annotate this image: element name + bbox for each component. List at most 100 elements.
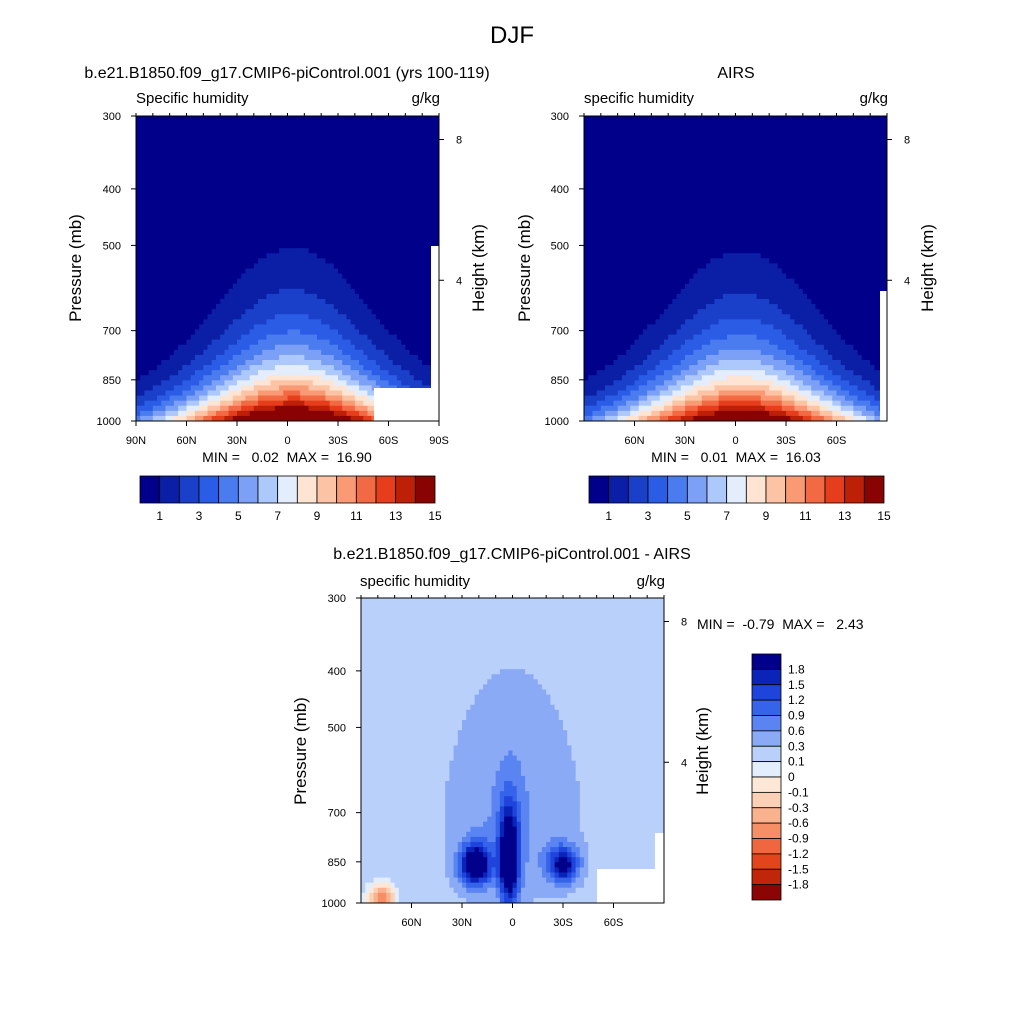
contour-cell: [258, 370, 263, 376]
contour-cell: [584, 136, 589, 143]
contour-cell: [630, 151, 636, 158]
contour-cell: [388, 187, 394, 193]
contour-cell: [434, 217, 439, 224]
contour-cell: [617, 131, 623, 137]
contour-cell: [401, 360, 406, 366]
contour-cell: [350, 253, 356, 259]
contour-cell: [807, 151, 812, 158]
contour-cell: [228, 273, 234, 280]
contour-cell: [270, 248, 276, 254]
contour-cell: [409, 299, 415, 305]
contour-cell: [338, 212, 343, 219]
contour-cell: [413, 268, 419, 275]
contour-cell: [367, 309, 373, 315]
contour-cell: [815, 116, 821, 122]
contour-cell: [392, 370, 398, 376]
contour-cell: [304, 314, 310, 320]
contour-cell: [401, 288, 406, 295]
contour-cell: [392, 324, 398, 331]
contour-cell: [338, 177, 343, 183]
contour-cell: [338, 268, 343, 275]
contour-cell: [249, 344, 255, 351]
contour-cell: [300, 182, 305, 188]
contour-cell: [338, 314, 343, 320]
contour-cell: [760, 146, 766, 153]
contour-cell: [849, 136, 854, 143]
contour-cell: [405, 141, 411, 148]
contour-cell: [211, 324, 217, 331]
contour-cell: [401, 263, 406, 270]
contour-cell: [781, 146, 787, 153]
contour-cell: [287, 410, 293, 417]
contour-cell: [409, 258, 415, 265]
contour-cell: [367, 385, 373, 392]
contour-cell: [152, 278, 158, 285]
contour-cell: [308, 304, 314, 310]
contour-cell: [350, 232, 356, 239]
contour-cell: [316, 212, 322, 219]
contour-cell: [203, 243, 209, 249]
contour-cell: [194, 161, 200, 168]
contour-cell: [224, 314, 230, 320]
colorbar-box: [237, 475, 259, 504]
contour-cell: [743, 126, 749, 132]
contour-cell: [165, 293, 171, 300]
contour-cell: [173, 329, 179, 336]
contour-cell: [773, 151, 779, 158]
contour-cell: [367, 202, 373, 209]
contour-cell: [173, 238, 179, 244]
contour-cell: [152, 202, 158, 209]
contour-cell: [140, 375, 146, 381]
contour-cell: [228, 192, 234, 198]
contour-cell: [161, 283, 167, 290]
contour-cell: [380, 136, 385, 143]
contour-cell: [312, 400, 318, 407]
contour-cell: [308, 156, 314, 163]
contour-cell: [697, 131, 703, 137]
contour-cell: [249, 365, 255, 371]
contour-cell: [613, 141, 619, 148]
contour-cell: [396, 161, 402, 168]
contour-cell: [249, 187, 255, 193]
contour-cell: [342, 293, 348, 300]
contour-cell: [253, 258, 259, 265]
contour-cell: [300, 360, 305, 366]
contour-cell: [295, 171, 301, 178]
contour-cell: [258, 187, 263, 193]
contour-cell: [220, 365, 225, 371]
contour-cell: [178, 293, 183, 300]
contour-cell: [312, 182, 318, 188]
contour-cell: [140, 370, 146, 376]
contour-cell: [346, 304, 352, 310]
contour-cell: [169, 263, 175, 270]
contour-cell: [329, 360, 335, 366]
contour-cell: [203, 187, 209, 193]
contour-cell: [253, 227, 259, 234]
contour-cell: [283, 212, 289, 219]
contour-cell: [199, 207, 204, 214]
contour-cell: [409, 273, 415, 280]
contour-cell: [300, 415, 305, 421]
contour-cell: [199, 263, 204, 270]
contour-cell: [409, 344, 415, 351]
contour-cell: [237, 273, 242, 280]
contour-cell: [237, 268, 242, 275]
contour-cell: [417, 146, 423, 153]
contour-cell: [274, 202, 280, 209]
contour-cell: [215, 390, 221, 397]
contour-cell: [199, 273, 204, 280]
contour-cell: [211, 278, 217, 285]
contour-cell: [401, 116, 406, 122]
contour-cell: [777, 131, 783, 137]
contour-cell: [287, 380, 293, 387]
contour-cell: [220, 349, 225, 356]
contour-cell: [228, 126, 234, 132]
contour-cell: [207, 171, 213, 178]
contour-cell: [312, 141, 318, 148]
contour-cell: [249, 161, 255, 168]
contour-cell: [430, 136, 436, 143]
contour-cell: [308, 309, 314, 315]
contour-cell: [396, 360, 402, 366]
contour-cell: [253, 400, 259, 407]
contour-cell: [321, 314, 326, 320]
